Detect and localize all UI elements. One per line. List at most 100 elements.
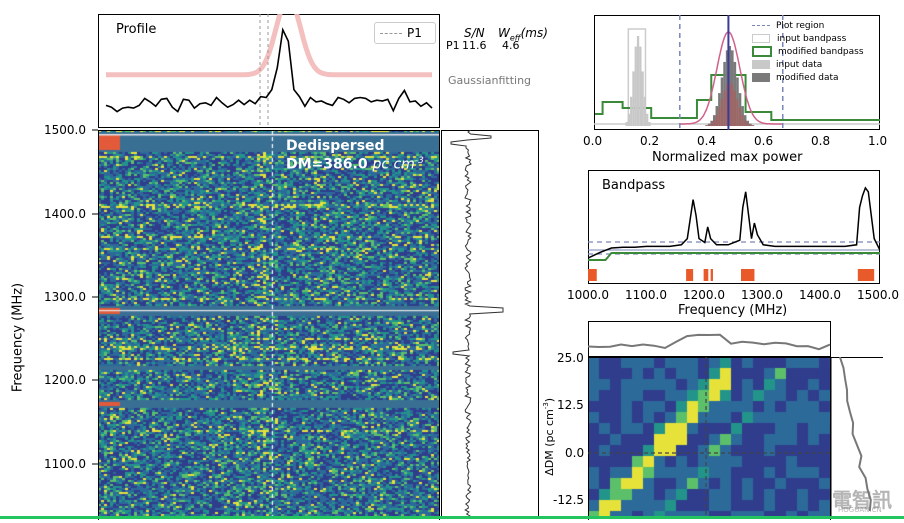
legend-box-icon [752,34,770,43]
bandpass-panel: Bandpass [588,170,880,284]
legend-dash-icon [752,25,770,26]
legend-modified-data: modified data [752,72,876,85]
weff-value: 4.6 [502,39,520,52]
bandpass-xlabel: Frequency (MHz) [678,303,787,318]
sn-row-label: P1 [446,39,460,52]
modified-data-bar-overlay [734,91,737,126]
modified-data-bar-overlay [736,99,739,126]
spectrum-chart [441,130,539,519]
waterfall-frame [98,130,440,520]
dm-ytick-1: 12.5 [557,398,584,412]
masked-channels [588,269,874,281]
input-data-bar [625,122,627,126]
legend-input-bandpass: input bandpass [752,33,876,46]
masked-channel-block [858,269,874,281]
bp-xtick-1: 1100.0 [625,288,667,302]
sn-header: S/N [464,26,485,40]
bp-xtick-0: 1000.0 [567,288,609,302]
hist-xtick-3: 0.6 [754,134,773,148]
input-data-bar [648,122,650,126]
waterfall-panel: Dedispersed DM=386.0 pc cm-3 [98,130,440,519]
wf-ytick-4: 1100.0 [44,457,86,471]
legend-box-icon [752,46,772,57]
bandpass-line [588,188,880,258]
profile-title: Profile [116,22,156,37]
hist-xtick-2: 0.4 [697,134,716,148]
dm-ylabel: ΔDM (pc cm-3) [542,382,556,492]
legend-modified-bandpass: modified bandpass [752,46,876,59]
hist-xtick-4: 0.8 [811,134,830,148]
wf-ytick-0: 1500.0 [44,123,86,137]
dm-label: DM=386.0 pc cm-3 [286,156,424,173]
input-data-bar [635,47,637,126]
profile-legend: P1 [374,22,436,44]
dm-top-panel [588,321,831,357]
input-data-bar [641,71,643,126]
input-data-bar [632,71,634,126]
dm-ytick-2: 0.0 [565,446,584,460]
modified-data-bar-overlay [749,125,752,126]
modified-data-bar-overlay [710,123,713,126]
dedispersed-title: Dedispersed [286,138,385,154]
fit-label: Gaussianfitting [448,74,531,87]
modified-data-bar-overlay [708,125,711,126]
modified-data-bar-overlay [731,84,734,126]
input-data-bar [639,47,641,126]
modified-data-bar-overlay [744,120,747,126]
modified-data-bar-overlay [716,115,719,126]
dm-ytick-0: 25.0 [557,351,584,365]
legend-dash-icon [380,33,402,34]
wf-yticks [92,128,100,468]
legend-plot-region: Plot region [752,20,876,33]
modified-data-bar-overlay [723,91,726,126]
hist-legend: Plot region input bandpass modified band… [752,20,876,85]
dm-overlay [588,357,831,519]
input-data-bar [637,36,639,126]
profile-panel: Profile P1 [98,14,440,128]
masked-channel-block [741,269,754,281]
bp-xtick-3: 1300.0 [741,288,783,302]
modified-data-bar-overlay [718,108,721,126]
bandpass-title: Bandpass [602,178,665,193]
wf-ytick-3: 1200.0 [44,373,86,387]
wf-ytick-1: 1400.0 [44,207,86,221]
dm-top-chart [588,321,831,357]
spectrum-panel [441,130,539,519]
legend-input-data: input data [752,59,876,72]
masked-channel-block [686,269,693,281]
modified-data-bar-overlay [721,99,724,126]
sn-table: S/N Weff(ms) P1 11.6 4.6 Gaussianfitting [446,26,566,96]
hist-panel: Plot region input bandpass modified band… [594,15,880,130]
legend-fill-icon [752,60,770,69]
waterfall-ylabel: Frequency (MHz) [11,278,26,398]
input-data-hist [625,36,650,126]
wf-ytick-2: 1300.0 [44,290,86,304]
dm-top-line [588,335,830,349]
hist-xaxis [590,130,890,146]
hist-xtick-0: 0.0 [583,134,602,148]
input-data-bar [630,97,632,126]
masked-channel-block [588,269,597,281]
legend-p1-label: P1 [407,26,422,40]
modified-data-bar-overlay [741,115,744,126]
modified-data-bar-overlay [739,108,742,126]
watermark-subtext: HOGUAN.CN [838,506,882,514]
masked-channel-block [711,269,713,281]
sn-value: 11.6 [462,39,487,52]
masked-channel-block [704,269,709,281]
input-data-bar [644,97,646,126]
dm-ytick-3: -12.5 [553,493,584,507]
bp-xtick-4: 1400.0 [799,288,841,302]
bp-xtick-2: 1200.0 [683,288,725,302]
input-data-bar [646,114,648,126]
spectrum-line [451,130,503,518]
hist-xtick-1: 0.2 [640,134,659,148]
hist-xtick-5: 1.0 [868,134,887,148]
modified-data-bar-overlay [713,120,716,126]
legend-fill-icon [752,73,770,82]
dm-heatmap-panel [588,357,831,519]
input-data-bar [628,114,630,126]
hist-xlabel: Normalized max power [652,150,803,165]
bp-xtick-5: 1500.0 [857,288,899,302]
modified-data-bar-overlay [746,123,749,126]
